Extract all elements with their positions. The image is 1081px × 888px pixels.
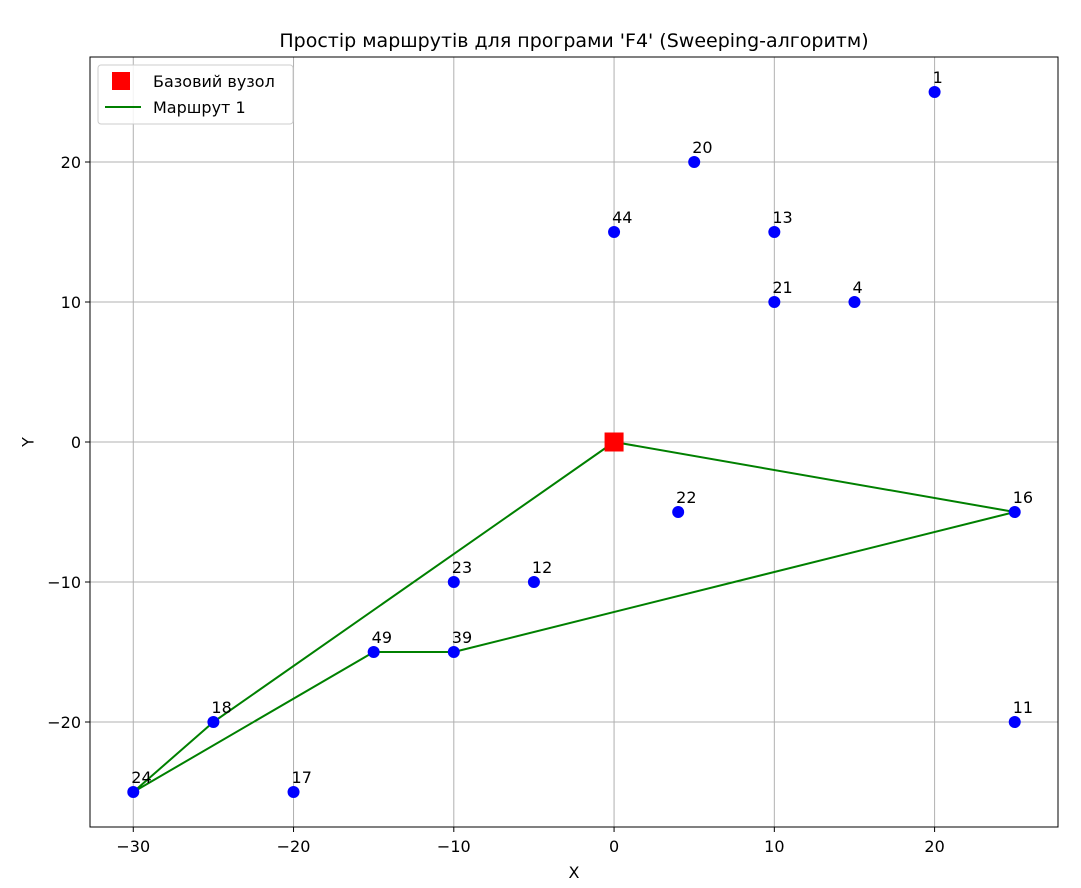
node-label: 44	[612, 208, 632, 227]
node-point	[367, 646, 380, 658]
x-tick-label: −20	[277, 837, 311, 856]
legend-route-label: Маршрут 1	[153, 98, 246, 117]
node-label: 21	[772, 278, 792, 297]
legend-depot-marker	[112, 72, 130, 90]
y-axis-label: Y	[19, 437, 38, 448]
node-point	[848, 296, 861, 308]
node-point	[127, 786, 140, 798]
legend: Базовий вузол Маршрут 1	[97, 64, 294, 125]
x-axis-label: X	[569, 863, 580, 882]
node-point	[928, 86, 941, 98]
node-point	[1008, 506, 1021, 518]
node-point	[447, 576, 460, 588]
node-point	[688, 156, 701, 168]
node-point	[1008, 716, 1021, 728]
node-label: 39	[452, 628, 472, 647]
node-point	[608, 226, 621, 238]
legend-depot-label: Базовий вузол	[153, 72, 275, 91]
node-label: 12	[532, 558, 552, 577]
node-label: 13	[772, 208, 792, 227]
node-point	[672, 506, 685, 518]
node-point	[287, 786, 300, 798]
node-label: 1	[933, 68, 943, 87]
node-point	[768, 296, 781, 308]
x-tick-label: −10	[437, 837, 471, 856]
node-label: 20	[692, 138, 712, 157]
node-label: 11	[1013, 698, 1033, 717]
x-tick-label: 20	[924, 837, 944, 856]
grid	[90, 57, 1058, 827]
y-tick-label: 10	[61, 293, 81, 312]
node-point	[527, 576, 540, 588]
y-tick-label: −10	[47, 573, 81, 592]
ticks: −30 −20 −10 0 10 20 −20 −10 0 10 20	[47, 153, 945, 856]
node-point	[768, 226, 781, 238]
node-label: 49	[372, 628, 392, 647]
x-tick-label: 0	[609, 837, 619, 856]
node-label: 16	[1013, 488, 1033, 507]
node-label: 22	[676, 488, 696, 507]
legend-box	[97, 64, 294, 125]
y-tick-label: −20	[47, 713, 81, 732]
node-point	[207, 716, 220, 728]
node-label: 17	[292, 768, 312, 787]
node-label: 23	[452, 558, 472, 577]
y-tick-label: 0	[71, 433, 81, 452]
node-label: 18	[211, 698, 231, 717]
depot	[604, 432, 624, 452]
y-tick-label: 20	[61, 153, 81, 172]
depot-marker	[604, 432, 624, 452]
chart-title: Простір маршрутів для програми 'F4' (Swe…	[279, 30, 868, 52]
node-label: 24	[131, 768, 151, 787]
points: 1 20 44 13 21 4 22 16 23 12 49 39 18 11 24 17	[127, 68, 1033, 798]
node-label: 4	[852, 278, 862, 297]
x-tick-label: −30	[116, 837, 150, 856]
node-point	[447, 646, 460, 658]
x-tick-label: 10	[764, 837, 784, 856]
